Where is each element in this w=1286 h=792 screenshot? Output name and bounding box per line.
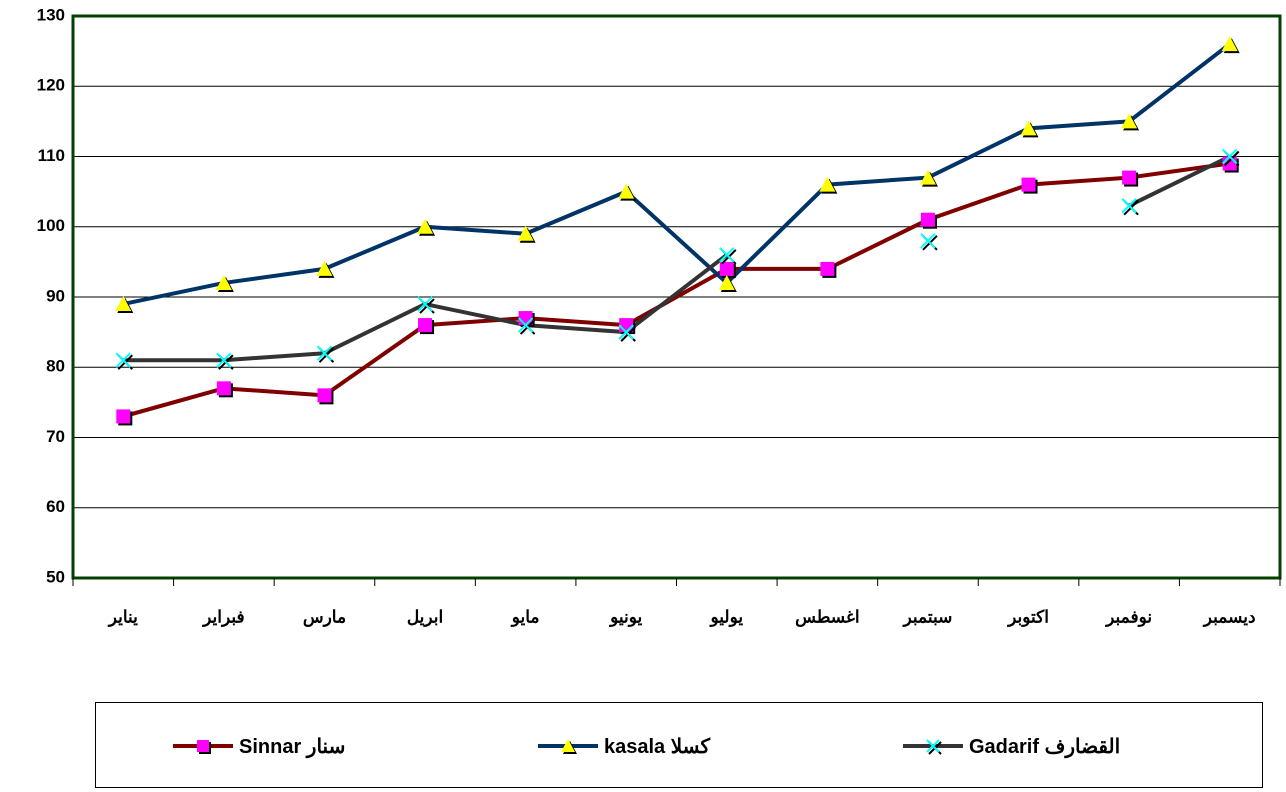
marker — [820, 261, 835, 276]
marker — [919, 169, 936, 185]
x-tick-label: يوليو — [708, 607, 743, 627]
marker — [718, 274, 735, 290]
y-tick-label: 100 — [37, 216, 65, 235]
marker — [1021, 177, 1036, 192]
marker — [618, 324, 634, 340]
marker — [719, 247, 735, 263]
legend-entry: القضارف Gadarif — [901, 703, 1120, 789]
x-tick-label: نوفمبر — [1104, 607, 1152, 627]
marker — [819, 176, 836, 192]
x-tick-label: ديسمبر — [1202, 607, 1256, 627]
marker — [115, 352, 131, 368]
legend-entry: كسلا kasala — [536, 703, 710, 789]
marker — [116, 409, 131, 424]
marker — [926, 739, 940, 753]
x-tick-label: سبتمبر — [902, 607, 953, 627]
x-tick-label: اغسطس — [795, 607, 859, 627]
legend-swatch — [173, 740, 233, 754]
legend-label: القضارف Gadarif — [969, 735, 1121, 758]
marker — [561, 739, 575, 752]
marker — [216, 381, 231, 396]
legend-label: كسلا kasala — [604, 735, 711, 758]
marker — [719, 261, 734, 276]
marker — [1122, 170, 1137, 185]
x-tick-label: مارس — [303, 607, 346, 627]
x-tick-label: يونيو — [608, 607, 642, 627]
marker — [216, 352, 232, 368]
marker — [1222, 148, 1238, 165]
legend: سنار Sinnar كسلا kasala القضارف Gadarif — [95, 702, 1263, 788]
legend-entry: سنار Sinnar — [171, 703, 345, 789]
marker — [920, 233, 936, 249]
marker — [316, 260, 333, 276]
legend-swatch — [903, 739, 963, 755]
series-line — [123, 154, 1231, 363]
marker — [215, 274, 232, 290]
marker — [1222, 156, 1237, 171]
x-tick-label: فبراير — [201, 607, 244, 627]
legend-swatch — [538, 739, 598, 754]
marker — [417, 296, 433, 312]
y-tick-label: 120 — [37, 76, 65, 95]
marker — [920, 212, 935, 227]
y-tick-label: 80 — [46, 357, 65, 376]
y-tick-label: 50 — [46, 567, 65, 586]
y-tick-label: 90 — [46, 286, 65, 305]
chart: 50 60 70 80 90 100 110 120 130 يناير فبراير مارس ابر… — [37, 5, 1282, 627]
marker — [517, 317, 534, 333]
y-tick-label: 130 — [37, 5, 65, 24]
marker — [1221, 36, 1238, 52]
series-line — [122, 42, 1231, 306]
marker — [115, 296, 132, 312]
marker — [197, 740, 209, 752]
marker — [517, 225, 534, 241]
legend-label: سنار Sinnar — [239, 735, 346, 758]
marker — [316, 345, 333, 361]
series-line — [122, 161, 1230, 419]
marker — [418, 318, 433, 333]
x-tick-label: مايو — [510, 607, 540, 627]
marker — [417, 218, 434, 234]
marker — [618, 183, 635, 199]
marker — [1121, 113, 1138, 129]
y-tick-label: 60 — [46, 497, 65, 516]
marker — [1020, 120, 1037, 136]
y-tick-label: 70 — [46, 427, 65, 446]
x-tick-label: يناير — [107, 607, 138, 627]
marker — [1121, 197, 1137, 214]
marker — [317, 388, 332, 403]
x-tick-label: اكتوبر — [1006, 607, 1049, 627]
y-tick-label: 110 — [38, 146, 65, 165]
x-tick-label: ابريل — [407, 607, 443, 627]
